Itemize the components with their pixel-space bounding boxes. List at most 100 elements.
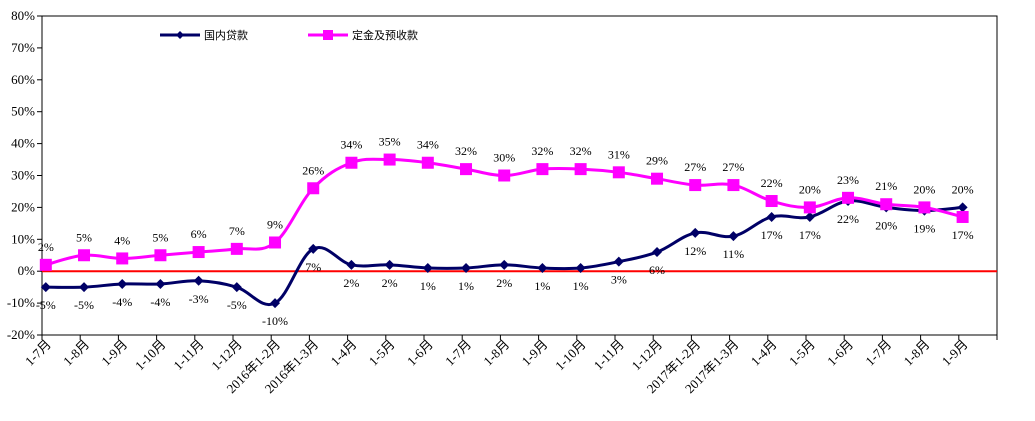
data-point-deposits-advance bbox=[918, 201, 931, 214]
y-tick-label: 50% bbox=[11, 104, 35, 119]
x-tick-label: 1-12月 bbox=[628, 337, 665, 374]
data-point-deposits-advance bbox=[574, 163, 587, 176]
x-tick-label: 1-8月 bbox=[60, 337, 92, 369]
data-label-deposits-advance: 34% bbox=[340, 138, 362, 152]
data-label-domestic-loans: 2% bbox=[343, 276, 359, 290]
data-label-domestic-loans: 11% bbox=[723, 247, 745, 261]
data-label-domestic-loans: 6% bbox=[649, 263, 665, 277]
x-tick-label: 1-7月 bbox=[442, 337, 474, 369]
data-point-deposits-advance bbox=[78, 249, 91, 262]
data-label-deposits-advance: 6% bbox=[191, 227, 207, 241]
data-label-domestic-loans: 17% bbox=[761, 228, 783, 242]
data-point-domestic-loans bbox=[384, 259, 395, 270]
data-point-deposits-advance bbox=[498, 169, 511, 182]
data-point-deposits-advance bbox=[421, 156, 434, 169]
data-label-domestic-loans: 17% bbox=[799, 228, 821, 242]
x-tick-label: 1-10月 bbox=[132, 337, 169, 374]
data-labels-group: -5% -5% -4% -4% -3% -5% -10% 7% 2% 2% 1% 1% 2% 1% 1% 3%… bbox=[36, 135, 974, 329]
data-point-domestic-loans bbox=[193, 275, 204, 286]
data-point-deposits-advance bbox=[307, 182, 320, 195]
y-tick-label: 10% bbox=[11, 231, 35, 246]
x-tick-label: 1-6月 bbox=[404, 337, 436, 369]
data-label-domestic-loans: 19% bbox=[913, 222, 935, 236]
data-label-domestic-loans: 2% bbox=[382, 276, 398, 290]
data-point-domestic-loans bbox=[652, 247, 663, 258]
data-label-deposits-advance: 5% bbox=[76, 230, 92, 244]
x-tick-label: 1-5月 bbox=[366, 337, 398, 369]
data-label-deposits-advance: 34% bbox=[417, 138, 439, 152]
data-label-domestic-loans: 3% bbox=[611, 273, 627, 287]
y-tick-label: 20% bbox=[11, 199, 35, 214]
x-tick-label: 1-10月 bbox=[552, 337, 589, 374]
data-label-deposits-advance: 2% bbox=[38, 240, 54, 254]
data-point-domestic-loans bbox=[308, 243, 319, 254]
data-label-deposits-advance: 26% bbox=[302, 163, 324, 177]
data-point-domestic-loans bbox=[804, 211, 815, 222]
data-point-deposits-advance bbox=[651, 172, 664, 185]
data-point-domestic-loans bbox=[728, 231, 739, 242]
legend-marker-domestic-loans bbox=[176, 31, 184, 39]
data-label-deposits-advance: 27% bbox=[684, 160, 706, 174]
x-tick-label: 1-12月 bbox=[208, 337, 245, 374]
data-point-deposits-advance bbox=[230, 242, 243, 255]
y-tick-label: 0% bbox=[18, 263, 36, 278]
x-tick-label: 1-8月 bbox=[480, 337, 512, 369]
data-point-deposits-advance bbox=[39, 258, 52, 271]
data-label-domestic-loans: -5% bbox=[36, 298, 56, 312]
data-point-domestic-loans bbox=[766, 211, 777, 222]
data-point-domestic-loans bbox=[117, 278, 128, 289]
data-label-deposits-advance: 32% bbox=[570, 144, 592, 158]
data-label-domestic-loans: 1% bbox=[573, 279, 589, 293]
x-tick-label: 1-7月 bbox=[862, 337, 894, 369]
data-point-deposits-advance bbox=[536, 163, 549, 176]
data-label-deposits-advance: 29% bbox=[646, 154, 668, 168]
data-point-domestic-loans bbox=[613, 256, 624, 267]
data-point-deposits-advance bbox=[460, 163, 473, 176]
x-tick-label: 1-9月 bbox=[518, 337, 550, 369]
data-point-domestic-loans bbox=[537, 263, 548, 274]
data-point-deposits-advance bbox=[842, 191, 855, 204]
data-label-deposits-advance: 4% bbox=[114, 233, 130, 247]
legend: 国内贷款 定金及预收款 bbox=[160, 28, 418, 42]
y-tick-label: 40% bbox=[11, 136, 35, 151]
data-point-deposits-advance bbox=[116, 252, 129, 265]
data-point-domestic-loans bbox=[40, 282, 51, 293]
x-tick-label: 1-11月 bbox=[591, 337, 627, 373]
x-tick-label: 1-11月 bbox=[170, 337, 206, 373]
data-label-deposits-advance: 21% bbox=[875, 179, 897, 193]
legend-marker-deposits-advance bbox=[323, 30, 333, 40]
data-point-deposits-advance bbox=[689, 179, 702, 192]
data-label-domestic-loans: -5% bbox=[74, 298, 94, 312]
y-tick-label: 30% bbox=[11, 168, 35, 183]
data-point-domestic-loans bbox=[461, 263, 472, 274]
series-group bbox=[39, 153, 969, 309]
data-point-domestic-loans bbox=[422, 263, 433, 274]
legend-label-deposits-advance: 定金及预收款 bbox=[352, 28, 418, 42]
data-point-deposits-advance bbox=[727, 179, 740, 192]
data-label-domestic-loans: -4% bbox=[150, 295, 170, 309]
x-tick-label: 1-4月 bbox=[327, 337, 359, 369]
y-tick-label: 70% bbox=[11, 40, 35, 55]
data-label-deposits-advance: 20% bbox=[913, 182, 935, 196]
x-tick-label: 1-9月 bbox=[98, 337, 130, 369]
data-label-domestic-loans: -4% bbox=[112, 295, 132, 309]
y-tick-label: -20% bbox=[7, 327, 35, 342]
data-point-deposits-advance bbox=[765, 195, 778, 208]
data-point-domestic-loans bbox=[155, 278, 166, 289]
data-label-deposits-advance: 27% bbox=[722, 160, 744, 174]
data-label-domestic-loans: 7% bbox=[305, 260, 321, 274]
y-tick-label: 80% bbox=[11, 8, 35, 23]
data-label-domestic-loans: 2% bbox=[496, 276, 512, 290]
data-point-deposits-advance bbox=[383, 153, 396, 166]
y-tick-label: -10% bbox=[7, 295, 35, 310]
data-point-domestic-loans bbox=[957, 202, 968, 213]
data-label-deposits-advance: 30% bbox=[493, 151, 515, 165]
data-point-domestic-loans bbox=[575, 263, 586, 274]
data-label-domestic-loans: 1% bbox=[534, 279, 550, 293]
data-label-deposits-advance: 9% bbox=[267, 217, 283, 231]
data-point-domestic-loans bbox=[231, 282, 242, 293]
x-tick-label: 1-9月 bbox=[939, 337, 971, 369]
data-label-domestic-loans: 20% bbox=[875, 218, 897, 232]
data-point-deposits-advance bbox=[956, 210, 969, 223]
